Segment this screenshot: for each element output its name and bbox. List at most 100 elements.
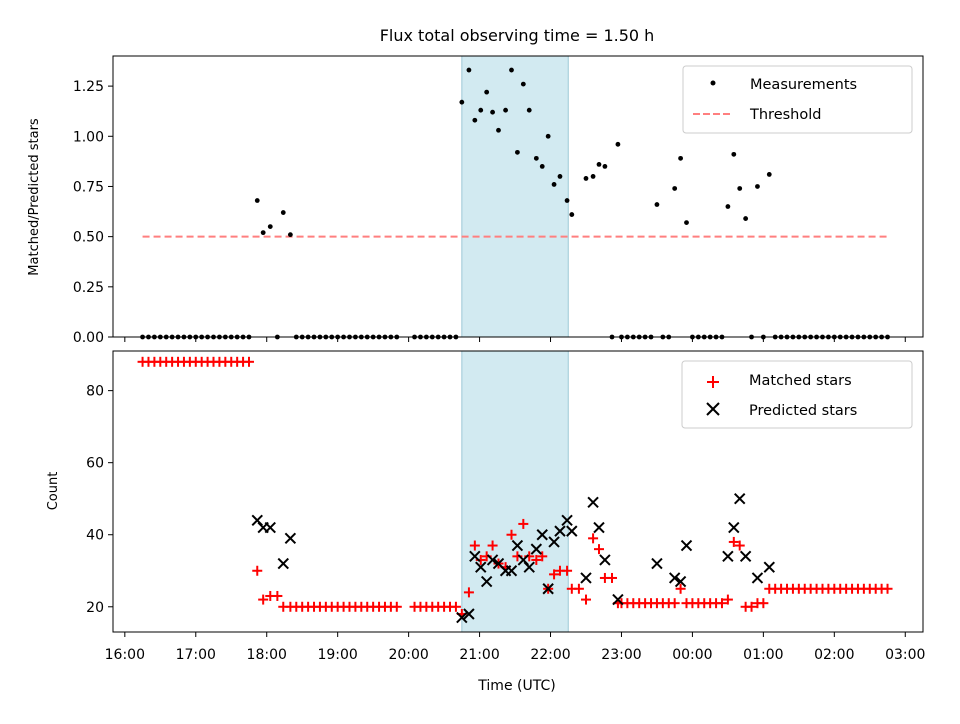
x-stroke-b (739, 550, 752, 563)
x-stroke-b (480, 575, 493, 588)
predicted-star-point (674, 575, 687, 588)
matched-star-point (272, 590, 283, 601)
x-tick-label: 02:00 (814, 647, 854, 663)
top-panel: 0.00 0.25 0.50 0.75 1.00 1.25 Matched/Predict… (27, 55, 924, 346)
measurement-point (564, 198, 570, 203)
measurement-point (503, 107, 508, 113)
measurement-point (515, 149, 520, 155)
legend-matched-label: Matched stars (749, 373, 852, 389)
matched-star-point (716, 598, 727, 609)
measurement-point (590, 174, 596, 179)
x-stroke-b (548, 536, 560, 548)
matched-star-point (518, 518, 529, 529)
measurement-point (496, 127, 501, 133)
x-stroke-b (277, 557, 289, 570)
y-tick-label: 1.25 (73, 79, 104, 95)
measurement-point (520, 81, 526, 87)
x-tick-label: 00:00 (672, 647, 712, 663)
x-tick-label: 17:00 (176, 647, 216, 663)
x-stroke-b (530, 543, 543, 555)
measurement-point (654, 202, 660, 207)
top-x-axis-ticks (124, 337, 906, 342)
bottom-panel: 20 40 60 80 16:00 17:00 18:00 19:00 20:00 21:00 2… (46, 350, 925, 694)
matched-star-point (252, 565, 263, 576)
top-plot-frame (112, 55, 924, 338)
x-stroke-b (651, 557, 663, 570)
x-stroke-b (561, 514, 573, 527)
predicted-star-point (486, 554, 499, 566)
matched-star-point (562, 565, 573, 576)
measurement-point (615, 141, 621, 147)
top-legend-box (682, 65, 913, 134)
x-stroke-b (554, 525, 566, 537)
measurement-point (678, 155, 683, 161)
x-stroke-b (486, 554, 499, 566)
matched-star-point (607, 572, 618, 583)
predicted-star-point (722, 550, 734, 563)
matched-star-point (391, 601, 402, 612)
measurement-point (539, 163, 545, 169)
predicted-star-point (561, 514, 573, 527)
x-stroke-b (463, 608, 475, 620)
predicted-star-point (651, 557, 663, 570)
y-tick-label: 40 (86, 528, 104, 544)
measurement-point (472, 117, 478, 123)
matched-star-point (669, 598, 680, 609)
x-tick-label: 03:00 (885, 647, 925, 663)
measurement-point (490, 109, 495, 115)
predicted-star-point (536, 529, 548, 541)
matched-star-point (531, 554, 542, 565)
measurement-point (569, 212, 575, 217)
x-tick-label: 20:00 (388, 647, 428, 663)
x-tick-label: 19:00 (317, 647, 357, 663)
predicted-star-point (668, 572, 681, 584)
x-stroke-b (523, 561, 535, 573)
matched-star-point (243, 356, 254, 367)
x-stroke-b (580, 572, 592, 584)
legend-predicted-label: Predicted stars (749, 403, 857, 419)
bottom-y-axis-ticks: 20 40 60 80 (86, 384, 113, 616)
x-stroke-b (251, 514, 263, 527)
matched-star-point (580, 594, 591, 605)
x-stroke-b (264, 521, 276, 534)
bottom-matched-points (137, 356, 893, 619)
x-stroke-b (456, 611, 468, 624)
top-y-axis-ticks: 0.00 0.25 0.50 0.75 1.00 1.25 (73, 79, 113, 346)
predicted-star-point (469, 550, 481, 563)
measurement-point (484, 89, 490, 95)
bottom-y-axis-label: Count (46, 472, 61, 511)
predicted-star-point (734, 492, 746, 505)
measurement-point (280, 210, 286, 215)
x-tick-label: 22:00 (530, 647, 570, 663)
x-stroke-b (505, 565, 518, 577)
predicted-star-point (277, 557, 289, 570)
measurement-point (459, 99, 465, 105)
measurement-point (478, 107, 484, 113)
x-stroke-b (517, 554, 530, 566)
matched-star-point (487, 540, 498, 551)
x-stroke-b (469, 550, 481, 563)
measurement-point (509, 67, 514, 73)
x-tick-label: 23:00 (601, 647, 641, 663)
predicted-star-point (548, 536, 560, 548)
predicted-star-point (542, 583, 554, 595)
matched-star-point (258, 594, 269, 605)
y-tick-label: 0.25 (73, 280, 104, 296)
top-highlight-span (461, 55, 569, 338)
predicted-star-point (599, 554, 611, 566)
bottom-x-axis-label: Time (UTC) (477, 678, 555, 694)
x-stroke-b (587, 496, 599, 509)
legend-threshold-label: Threshold (749, 107, 821, 123)
measurement-point (254, 198, 260, 203)
predicted-star-point (554, 525, 566, 537)
x-stroke-b (612, 593, 624, 606)
predicted-star-point (264, 521, 276, 534)
y-tick-label: 1.00 (73, 129, 104, 145)
bottom-x-axis-ticks: 16:00 17:00 18:00 19:00 20:00 21:00 22:00 23:00… (105, 632, 925, 663)
x-stroke-b (668, 572, 681, 584)
matched-star-point (469, 540, 480, 551)
measurement-point (737, 186, 743, 191)
predicted-star-point (456, 611, 468, 624)
figure-title: Flux total observing time = 1.50 h (380, 26, 655, 45)
